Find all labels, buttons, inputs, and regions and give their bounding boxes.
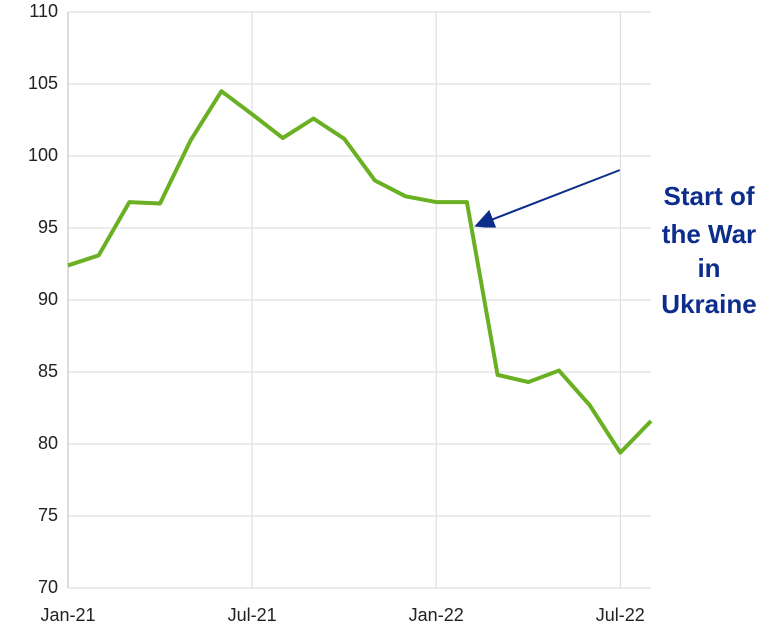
data-line bbox=[67, 89, 653, 455]
annotation-arrow bbox=[474, 169, 621, 229]
y-tick-label: 110 bbox=[29, 1, 58, 21]
x-tick-label: Jan-21 bbox=[40, 605, 95, 625]
x-tick-label: Jan-22 bbox=[409, 605, 464, 625]
annotation-text: Start of bbox=[664, 181, 755, 211]
y-tick-label: 85 bbox=[38, 361, 58, 381]
y-tick-label: 80 bbox=[38, 433, 58, 453]
y-tick-label: 105 bbox=[28, 73, 58, 93]
annotation-text: Ukraine bbox=[661, 289, 756, 319]
y-tick-label: 90 bbox=[38, 289, 58, 309]
annotation-text: in bbox=[697, 253, 720, 283]
y-tick-label: 95 bbox=[38, 217, 58, 237]
annotation-text: the War bbox=[662, 219, 756, 249]
x-tick-label: Jul-22 bbox=[596, 605, 645, 625]
x-tick-label: Jul-21 bbox=[228, 605, 277, 625]
y-tick-label: 75 bbox=[38, 505, 58, 525]
y-tick-label: 100 bbox=[28, 145, 58, 165]
y-tick-label: 70 bbox=[38, 577, 58, 597]
